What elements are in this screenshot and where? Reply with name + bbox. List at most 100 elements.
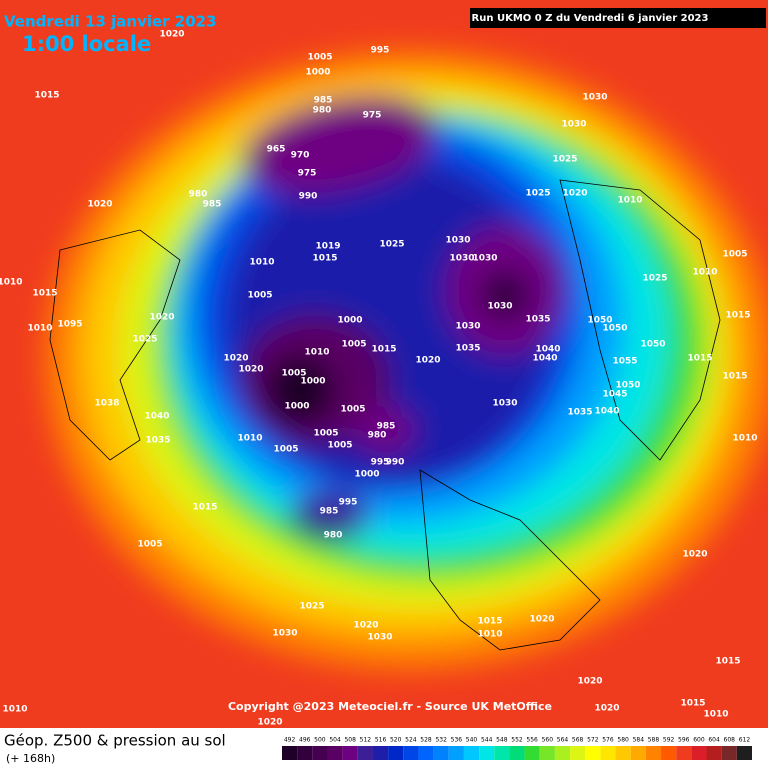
colorbar-cell <box>463 746 480 760</box>
colorbar-cell <box>585 746 601 760</box>
isobar-label: 1005 <box>313 429 338 439</box>
colorbar-label: 564 <box>557 737 569 744</box>
isobar-label: 1030 <box>367 633 392 643</box>
colorbar-label: 612 <box>739 737 751 744</box>
colorbar-label: 592 <box>663 737 675 744</box>
colorbar-cell <box>645 746 662 760</box>
isobar-label: 1015 <box>477 617 502 627</box>
isobar-label: 1020 <box>682 550 707 560</box>
isobar-label: 1030 <box>445 236 470 246</box>
colorbar-cell <box>388 746 404 760</box>
isobar-label: 1025 <box>299 602 324 612</box>
colorbar-label: 532 <box>435 737 447 744</box>
isobar-label: 990 <box>386 458 405 468</box>
colorbar-cell <box>676 746 692 760</box>
colorbar-cell <box>433 746 449 760</box>
time: 1:00 locale <box>22 32 151 56</box>
isobar-label: 995 <box>371 458 390 468</box>
colorbar-label: 608 <box>724 737 736 744</box>
isobar-label: 1010 <box>692 268 717 278</box>
isobar-label: 1020 <box>529 615 554 625</box>
isobar-label: 1030 <box>492 399 517 409</box>
isobar-label: 1000 <box>305 68 330 78</box>
colorbar-label: 492 <box>284 737 296 744</box>
colorbar-label: 568 <box>572 737 584 744</box>
isobar-label: 980 <box>313 106 332 116</box>
isobar-label: 1020 <box>223 354 248 364</box>
isobar-label: 965 <box>267 145 286 155</box>
isobar-label: 1020 <box>159 30 184 40</box>
isobar-label: 1015 <box>687 354 712 364</box>
colorbar-cell <box>342 746 358 760</box>
colorbar-label: 528 <box>420 737 432 744</box>
colorbar-label: 600 <box>693 737 705 744</box>
date: Vendredi 13 janvier 2023 <box>4 13 217 31</box>
colorbar-label: 544 <box>481 737 493 744</box>
isobar-label: 985 <box>377 422 396 432</box>
isobar-label: 1019 <box>315 242 340 252</box>
isobar-label: 1030 <box>561 120 586 130</box>
colorbar-cell <box>661 746 677 760</box>
isobar-label: 970 <box>291 151 310 161</box>
isobar-label: 1020 <box>257 718 282 728</box>
colorbar-cell <box>721 746 737 760</box>
colorbar-label: 556 <box>526 737 538 744</box>
colorbar-label: 520 <box>390 737 402 744</box>
isobar-label: 1015 <box>715 657 740 667</box>
isobar-label: 985 <box>203 200 222 210</box>
coastlines <box>49 179 721 651</box>
isobar-label: 1015 <box>312 254 337 264</box>
isobar-label: 1035 <box>525 315 550 325</box>
isobar-label: 1030 <box>472 254 497 264</box>
isobar-label: 1050 <box>615 381 640 391</box>
footer-title: Géop. Z500 & pression au sol <box>4 732 226 750</box>
colorbar-cell <box>297 746 313 760</box>
colorbar-cell <box>418 746 434 760</box>
isobar-label: 1020 <box>594 704 619 714</box>
isobar-label: 1010 <box>27 324 52 334</box>
isobar-label: 1010 <box>0 278 23 288</box>
isobar-label: 1020 <box>353 621 378 631</box>
colorbar-cell <box>403 746 419 760</box>
isobar-label: 1005 <box>273 445 298 455</box>
footer-lead: (+ 168h) <box>6 752 55 765</box>
isobar-label: 1000 <box>284 402 309 412</box>
colorbar-label: 516 <box>375 737 387 744</box>
colorbar-cell <box>615 746 631 760</box>
colorbar-cell <box>312 746 328 760</box>
isobar-label: 1055 <box>612 357 637 367</box>
isobar-label: 995 <box>371 46 390 56</box>
isobar-label: 1040 <box>532 354 557 364</box>
run-info: Run UKMO 0 Z du Vendredi 6 janvier 2023 <box>472 13 709 24</box>
isobar-label: 1020 <box>149 313 174 323</box>
isobar-label: 1015 <box>725 311 750 321</box>
colorbar-cell <box>357 746 373 760</box>
isobar-label: 1010 <box>477 630 502 640</box>
run-box <box>470 8 766 28</box>
isobar-label: 1005 <box>341 340 366 350</box>
isobar-label: 1025 <box>552 155 577 165</box>
isobar-label: 1050 <box>640 340 665 350</box>
isobar-label: 985 <box>320 507 339 517</box>
colorbar-label: 580 <box>617 737 629 744</box>
isobar-label: 1050 <box>587 316 612 326</box>
colorbar-cell <box>554 746 571 760</box>
isobar-label: 1020 <box>562 189 587 199</box>
colorbar-cell <box>736 746 752 760</box>
isobar-label: 1020 <box>577 677 602 687</box>
colorbar-cell <box>327 746 343 760</box>
isobar-label: 1040 <box>535 345 560 355</box>
colorbar-cell <box>448 746 464 760</box>
colorbar-cell <box>479 746 495 760</box>
colorbar-cell <box>494 746 510 760</box>
colorbar-cell <box>706 746 722 760</box>
isobar-label: 1015 <box>34 91 59 101</box>
isobar-label: 1010 <box>617 196 642 206</box>
isobar-label: 975 <box>363 111 382 121</box>
colorbar-cell <box>509 746 525 760</box>
isobar-label: 1050 <box>602 324 627 334</box>
isobar-label: 1010 <box>732 434 757 444</box>
colorbar-cell <box>539 746 555 760</box>
isobar-label: 1038 <box>94 399 119 409</box>
isobar-label: 975 <box>298 169 317 179</box>
